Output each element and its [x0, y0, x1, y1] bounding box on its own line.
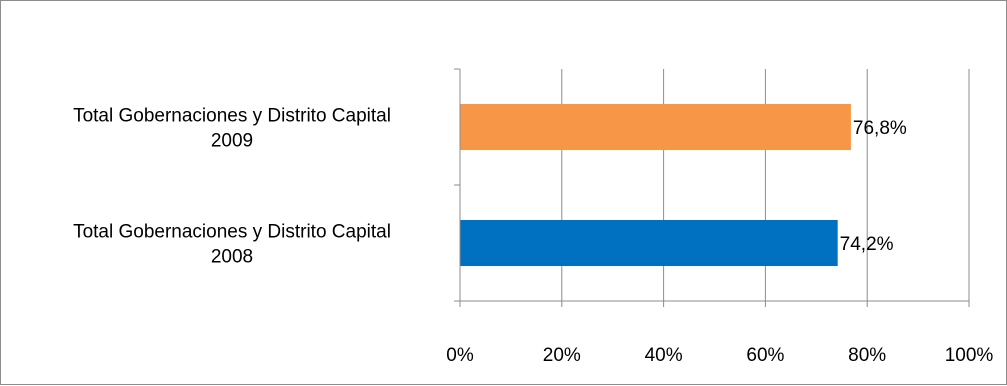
- x-tick-label: 40%: [645, 345, 683, 366]
- data-label: 74,2%: [840, 234, 894, 255]
- x-tick-label: 20%: [543, 345, 581, 366]
- category-label: Total Gobernaciones y Distrito Capital 20…: [73, 222, 391, 268]
- x-tick-label: 80%: [848, 345, 886, 366]
- labels: 0% 20% 40% 60% 80% 100% Total Gobernaciones y …: [73, 106, 993, 367]
- bars: [460, 104, 851, 266]
- x-tick-label: 60%: [746, 345, 784, 366]
- gridlines: [561, 69, 970, 301]
- bar: [460, 104, 851, 150]
- axes: [454, 68, 970, 307]
- bar: [460, 220, 838, 266]
- x-tick-label: 100%: [945, 345, 994, 366]
- category-label: Total Gobernaciones y Distrito Capital 20…: [73, 106, 391, 152]
- x-tick-label: 0%: [446, 345, 474, 366]
- data-label: 76,8%: [853, 118, 907, 139]
